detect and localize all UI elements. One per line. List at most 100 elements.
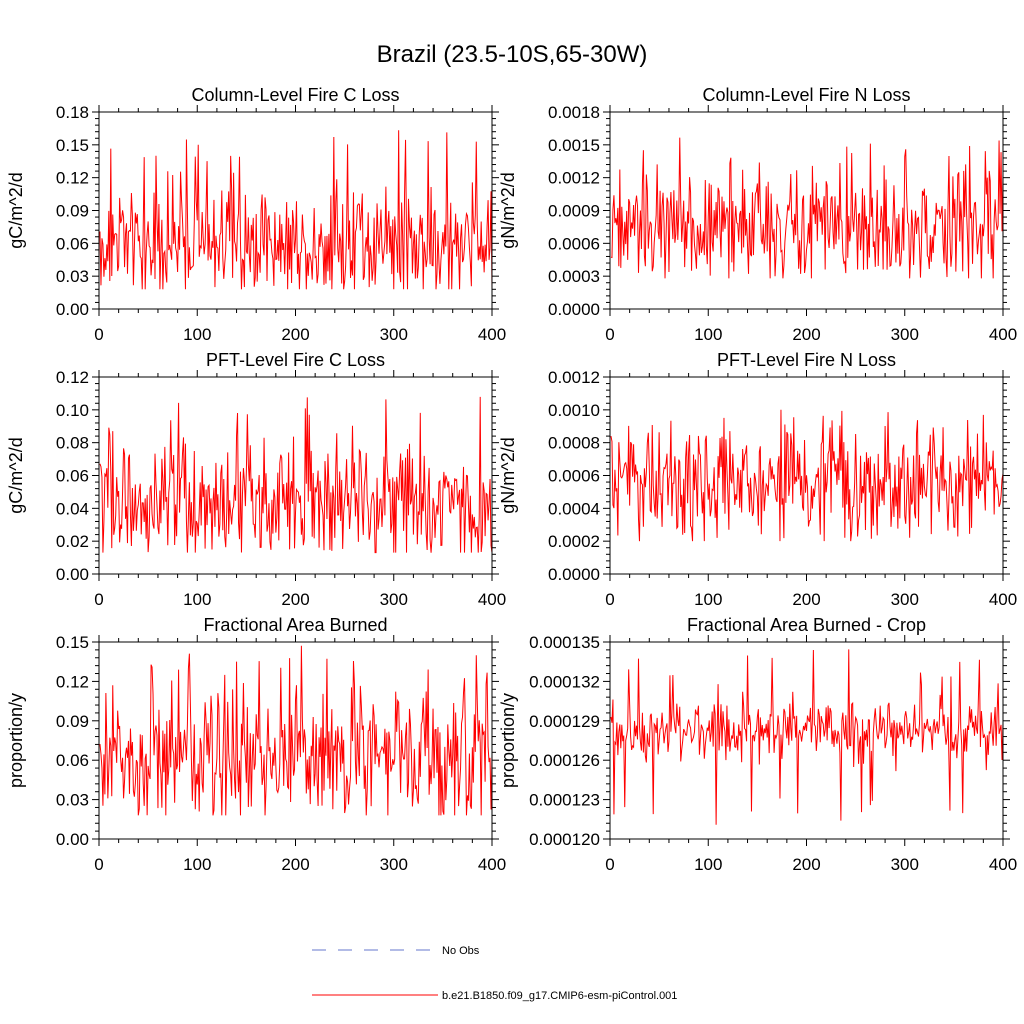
- x-tick-label: 200: [792, 590, 820, 609]
- chart-title: PFT-Level Fire C Loss: [206, 350, 385, 370]
- x-tick-label: 400: [478, 855, 506, 874]
- x-tick-label: 100: [694, 590, 722, 609]
- chart-title: Fractional Area Burned - Crop: [687, 615, 926, 635]
- y-tick-label: 0.000132: [529, 672, 600, 691]
- y-axis-label: proportion/y: [6, 693, 26, 788]
- chart-title: Fractional Area Burned: [203, 615, 387, 635]
- plot-frame: [98, 111, 493, 310]
- y-tick-label: 0.00: [56, 830, 89, 849]
- x-tick-label: 400: [478, 325, 506, 344]
- x-tick-label: 400: [989, 325, 1017, 344]
- y-tick-label: 0.03: [56, 791, 89, 810]
- y-tick-label: 0.03: [56, 267, 89, 286]
- x-tick-label: 100: [183, 590, 211, 609]
- x-tick-label: 300: [891, 855, 919, 874]
- plot-frame: [98, 376, 493, 575]
- x-tick-label: 200: [281, 590, 309, 609]
- chart-title: Column-Level Fire N Loss: [702, 85, 910, 105]
- y-tick-label: 0.0006: [548, 234, 600, 253]
- chart-panel: 0.000120 0.000123 0.000126 0.000129 0.000132…: [498, 615, 1017, 874]
- x-tick-label: 400: [478, 590, 506, 609]
- x-tick-label: 100: [694, 855, 722, 874]
- x-tick-label: 300: [891, 325, 919, 344]
- x-tick-label: 200: [281, 325, 309, 344]
- legend: No Obs b.e21.B1850.f09_g17.CMIP6-esm-piC…: [312, 945, 677, 1002]
- y-tick-label: 0.000129: [529, 712, 600, 731]
- y-tick-label: 0.12: [56, 672, 89, 691]
- y-tick-label: 0.15: [56, 633, 89, 652]
- y-tick-label: 0.18: [56, 103, 89, 122]
- chart-panel: 0.00 0.03 0.06 0.09 0.12 0.15 0.18 0 100 200 300 40…: [6, 85, 506, 344]
- y-tick-label: 0.10: [56, 401, 89, 420]
- series-line: [610, 409, 1004, 542]
- y-tick-label: 0.04: [56, 499, 89, 518]
- y-tick-label: 0.000135: [529, 633, 600, 652]
- y-tick-label: 0.15: [56, 136, 89, 155]
- chart-panel: 0.0000 0.0003 0.0006 0.0009 0.0012 0.0015 0.00…: [498, 85, 1017, 344]
- y-tick-label: 0.09: [56, 202, 89, 221]
- y-tick-label: 0.12: [56, 368, 89, 387]
- y-tick-label: 0.0009: [548, 202, 600, 221]
- x-tick-label: 400: [989, 590, 1017, 609]
- chart-panels: 0.00 0.03 0.06 0.09 0.12 0.15 0.18 0 100 200 300 40…: [6, 85, 1017, 874]
- x-tick-label: 0: [94, 590, 103, 609]
- chart-title: PFT-Level Fire N Loss: [717, 350, 896, 370]
- series-line: [610, 649, 1004, 825]
- x-tick-label: 100: [183, 855, 211, 874]
- chart-title: Column-Level Fire C Loss: [191, 85, 399, 105]
- series-line: [610, 137, 1004, 279]
- y-tick-label: 0.0012: [548, 368, 600, 387]
- x-tick-label: 0: [605, 855, 614, 874]
- y-axis-label: proportion/y: [498, 693, 518, 788]
- y-tick-label: 0.000120: [529, 830, 600, 849]
- x-tick-label: 200: [281, 855, 309, 874]
- legend-obs-label: No Obs: [442, 945, 480, 957]
- y-tick-label: 0.02: [56, 532, 89, 551]
- y-tick-label: 0.06: [56, 234, 89, 253]
- y-tick-label: 0.12: [56, 169, 89, 188]
- x-tick-label: 300: [380, 590, 408, 609]
- y-axis-label: gN/m^2/d: [498, 172, 518, 248]
- x-tick-label: 300: [380, 325, 408, 344]
- y-tick-label: 0.00: [56, 300, 89, 319]
- y-tick-label: 0.000123: [529, 791, 600, 810]
- x-tick-label: 0: [605, 325, 614, 344]
- y-tick-label: 0.00: [56, 565, 89, 584]
- y-axis-label: gN/m^2/d: [498, 437, 518, 513]
- y-tick-label: 0.0004: [548, 499, 600, 518]
- x-tick-label: 200: [792, 855, 820, 874]
- series-line: [99, 396, 493, 554]
- y-tick-label: 0.0018: [548, 103, 600, 122]
- series-line: [99, 130, 493, 290]
- plot-frame: [609, 111, 1004, 310]
- y-tick-label: 0.0000: [548, 565, 600, 584]
- y-tick-label: 0.0010: [548, 401, 600, 420]
- y-tick-label: 0.0002: [548, 532, 600, 551]
- y-tick-label: 0.0008: [548, 434, 600, 453]
- x-tick-label: 300: [380, 855, 408, 874]
- y-tick-label: 0.0012: [548, 169, 600, 188]
- chart-panel: 0.0000 0.0002 0.0004 0.0006 0.0008 0.0010 0.00…: [498, 350, 1017, 609]
- x-tick-label: 100: [183, 325, 211, 344]
- y-axis-label: gC/m^2/d: [6, 437, 26, 513]
- x-tick-label: 300: [891, 590, 919, 609]
- y-tick-label: 0.06: [56, 467, 89, 486]
- x-tick-label: 0: [94, 855, 103, 874]
- series-line: [99, 645, 493, 816]
- x-tick-label: 100: [694, 325, 722, 344]
- y-tick-label: 0.0015: [548, 136, 600, 155]
- y-tick-label: 0.0000: [548, 300, 600, 319]
- y-axis-label: gC/m^2/d: [6, 172, 26, 248]
- y-tick-label: 0.08: [56, 434, 89, 453]
- y-tick-label: 0.0006: [548, 467, 600, 486]
- chart-panel: 0.00 0.02 0.04 0.06 0.08 0.10 0.12 0 100 200 300 40…: [6, 350, 506, 609]
- x-tick-label: 200: [792, 325, 820, 344]
- y-tick-label: 0.06: [56, 751, 89, 770]
- y-tick-label: 0.000126: [529, 751, 600, 770]
- y-tick-label: 0.09: [56, 712, 89, 731]
- x-tick-label: 0: [605, 590, 614, 609]
- legend-model-label: b.e21.B1850.f09_g17.CMIP6-esm-piControl.…: [442, 990, 677, 1002]
- x-tick-label: 0: [94, 325, 103, 344]
- y-tick-label: 0.0003: [548, 267, 600, 286]
